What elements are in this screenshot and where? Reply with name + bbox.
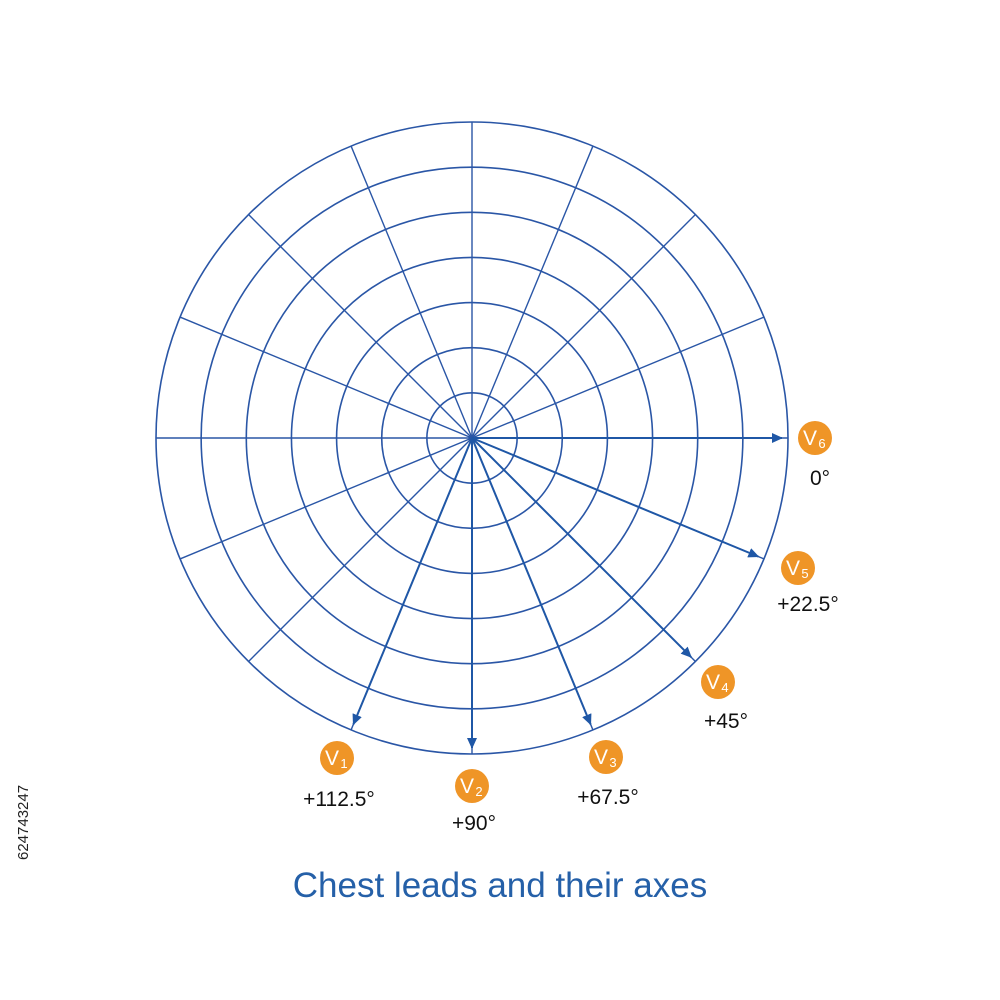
lead-name-v5: V (786, 557, 800, 580)
watermark-id: 624743247 (15, 785, 32, 860)
lead-badge-v2 (455, 769, 489, 803)
grid-spoke (179, 437, 473, 560)
lead-badge-v6 (798, 421, 832, 455)
lead-name-v6: V (803, 427, 817, 450)
grid-spoke (350, 145, 473, 439)
diagram-title: Chest leads and their axes (292, 866, 708, 905)
lead-angle-label-v5: +22.5° (777, 593, 839, 616)
lead-arrow-v3 (471, 437, 592, 726)
lead-subscript-v3: 3 (609, 755, 616, 770)
lead-angle-label-v3: +67.5° (577, 786, 639, 809)
grid-spoke (248, 214, 473, 439)
lead-badge-v3 (589, 740, 623, 774)
lead-angle-label-v2: +90° (452, 812, 496, 835)
lead-badge-v5 (781, 551, 815, 585)
lead-name-v2: V (460, 775, 474, 798)
grid-spoke (471, 316, 765, 439)
lead-arrows (352, 433, 783, 749)
lead-subscript-v2: 2 (475, 784, 482, 799)
lead-subscript-v5: 5 (801, 566, 808, 581)
grid-spoke (179, 316, 473, 439)
lead-badge-v4 (701, 665, 735, 699)
lead-arrow-v1 (352, 437, 473, 726)
lead-arrow-v4 (471, 437, 692, 658)
grid-spoke (471, 214, 696, 439)
lead-angle-label-v1: +112.5° (303, 788, 375, 811)
lead-subscript-v1: 1 (340, 756, 347, 771)
lead-name-v3: V (594, 746, 608, 769)
lead-angle-label-v6: 0° (810, 467, 830, 490)
lead-subscript-v4: 4 (721, 680, 728, 695)
lead-subscript-v6: 6 (818, 436, 825, 451)
lead-angle-label-v4: +45° (704, 710, 748, 733)
grid-spoke (248, 437, 473, 662)
grid-spoke (471, 145, 594, 439)
lead-labels: V 60°V 5+22.5°V 4+45°V 3+67.5°V 2+90°V 1+112.5… (303, 421, 839, 835)
lead-arrow-v5 (471, 437, 760, 558)
lead-name-v4: V (706, 671, 720, 694)
lead-name-v1: V (325, 747, 339, 770)
lead-badge-v1 (320, 741, 354, 775)
